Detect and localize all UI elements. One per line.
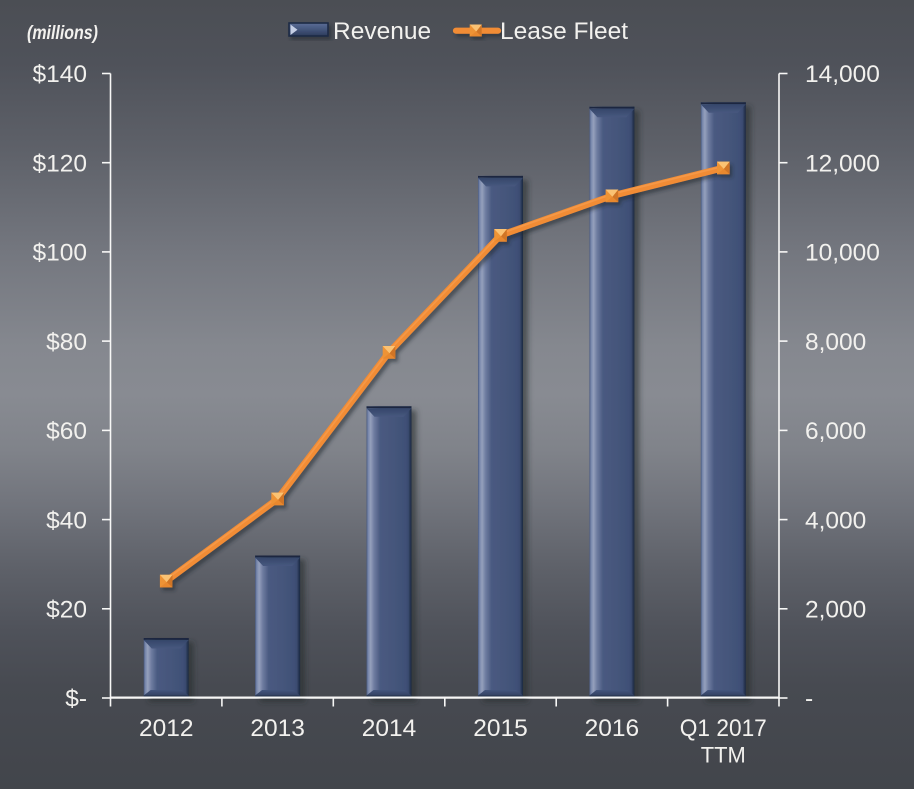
svg-text:10,000: 10,000 — [805, 240, 880, 267]
svg-text:4,000: 4,000 — [805, 507, 866, 534]
svg-text:2014: 2014 — [362, 715, 417, 742]
svg-text:$60: $60 — [46, 418, 87, 445]
svg-text:Revenue: Revenue — [333, 18, 431, 45]
svg-text:$100: $100 — [32, 240, 87, 267]
svg-text:2016: 2016 — [585, 715, 640, 742]
svg-text:$-: $- — [65, 686, 87, 713]
svg-text:(millions): (millions) — [27, 23, 98, 44]
svg-text:-: - — [805, 686, 813, 713]
svg-text:2013: 2013 — [250, 715, 305, 742]
svg-text:TTM: TTM — [701, 743, 746, 768]
svg-text:$20: $20 — [46, 597, 87, 624]
svg-text:Q1 2017: Q1 2017 — [680, 715, 767, 742]
svg-text:2,000: 2,000 — [805, 597, 866, 624]
svg-text:8,000: 8,000 — [805, 329, 866, 356]
svg-text:$120: $120 — [32, 150, 87, 177]
svg-text:14,000: 14,000 — [805, 61, 880, 88]
svg-text:$140: $140 — [32, 61, 87, 88]
svg-text:2015: 2015 — [473, 715, 528, 742]
svg-text:2012: 2012 — [139, 715, 194, 742]
svg-text:12,000: 12,000 — [805, 150, 880, 177]
svg-text:$40: $40 — [46, 507, 87, 534]
svg-text:Lease Fleet: Lease Fleet — [500, 18, 628, 45]
svg-text:$80: $80 — [46, 329, 87, 356]
svg-text:6,000: 6,000 — [805, 418, 866, 445]
